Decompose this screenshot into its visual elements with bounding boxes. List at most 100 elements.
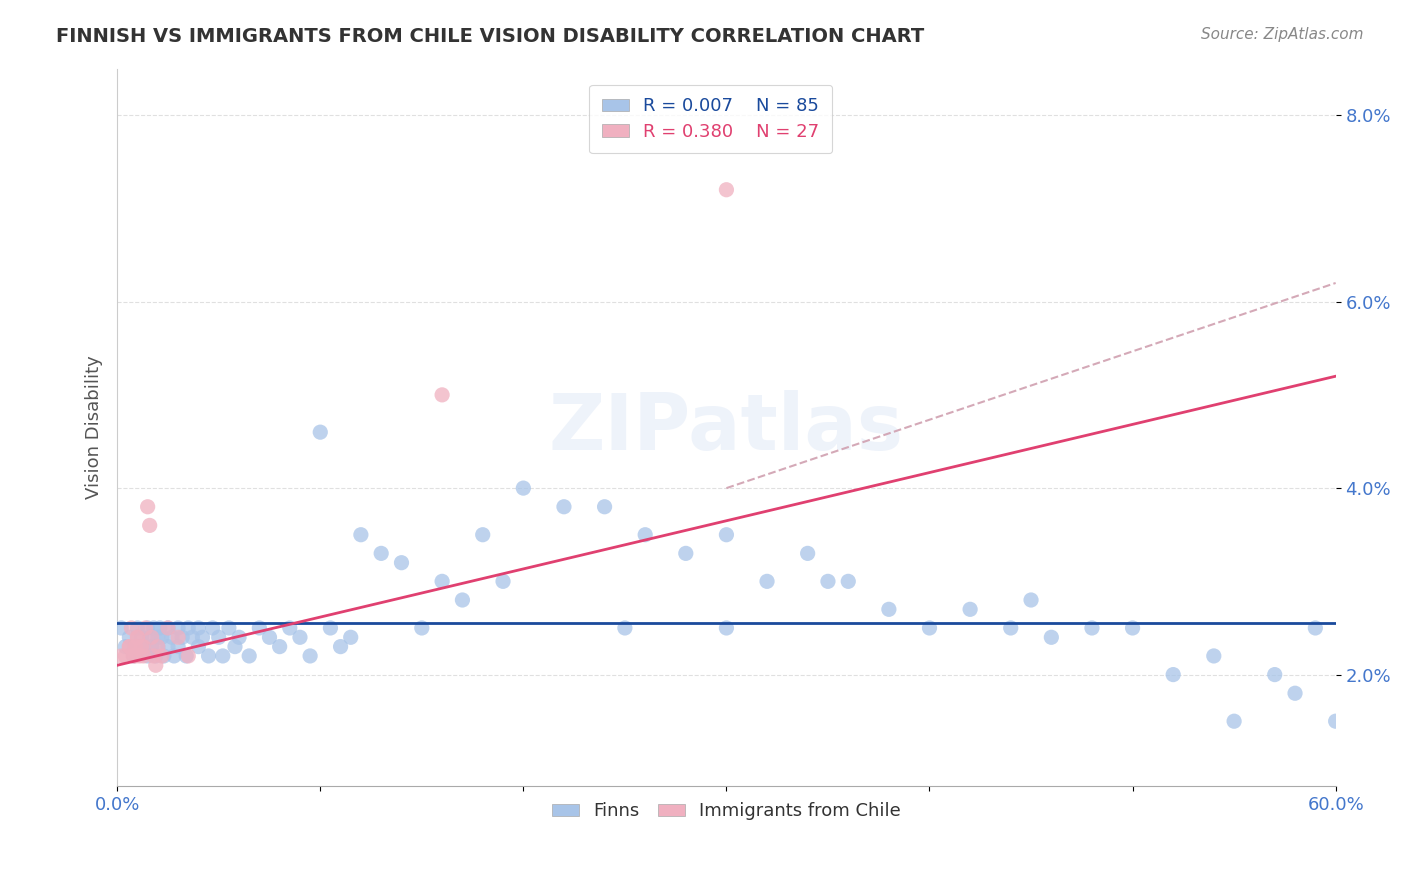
Text: FINNISH VS IMMIGRANTS FROM CHILE VISION DISABILITY CORRELATION CHART: FINNISH VS IMMIGRANTS FROM CHILE VISION …: [56, 27, 925, 45]
Point: [153, 648, 176, 663]
Point: [118, 630, 141, 644]
Point: [149, 621, 172, 635]
Point: [492, 574, 515, 589]
Point: [288, 630, 311, 644]
Point: [110, 648, 132, 663]
Point: [1202, 648, 1225, 663]
Point: [1122, 621, 1144, 635]
Point: [634, 527, 657, 541]
Point: [156, 621, 179, 635]
Point: [224, 640, 246, 654]
Point: [181, 630, 204, 644]
Point: [339, 630, 361, 644]
Point: [201, 621, 224, 635]
Point: [877, 602, 900, 616]
Point: [146, 640, 169, 654]
Point: [145, 648, 167, 663]
Point: [411, 621, 433, 635]
Point: [1081, 621, 1104, 635]
Point: [122, 648, 145, 663]
Point: [512, 481, 534, 495]
Point: [553, 500, 575, 514]
Point: [299, 648, 322, 663]
Point: [756, 574, 779, 589]
Point: [1223, 714, 1246, 729]
Point: [146, 640, 169, 654]
Point: [430, 574, 453, 589]
Point: [177, 621, 200, 635]
Point: [471, 527, 494, 541]
Point: [959, 602, 981, 616]
Point: [247, 621, 270, 635]
Point: [269, 640, 291, 654]
Point: [172, 630, 194, 644]
Point: [918, 621, 941, 635]
Point: [150, 630, 173, 644]
Point: [451, 593, 474, 607]
Point: [124, 640, 146, 654]
Point: [146, 630, 169, 644]
Point: [208, 630, 231, 644]
Point: [120, 621, 142, 635]
Point: [141, 630, 163, 644]
Point: [1161, 667, 1184, 681]
Point: [716, 183, 738, 197]
Point: [127, 621, 149, 635]
Point: [142, 648, 165, 663]
Point: [1000, 621, 1022, 635]
Point: [187, 621, 209, 635]
Point: [1324, 714, 1347, 729]
Point: [131, 630, 153, 644]
Point: [350, 527, 373, 541]
Point: [156, 640, 179, 654]
Point: [593, 500, 616, 514]
Point: [124, 648, 146, 663]
Point: [1264, 667, 1286, 681]
Point: [114, 648, 136, 663]
Point: [136, 621, 159, 635]
Point: [131, 640, 153, 654]
Point: [319, 621, 342, 635]
Point: [329, 640, 352, 654]
Point: [156, 621, 179, 635]
Point: [238, 648, 260, 663]
Point: [122, 648, 145, 663]
Point: [118, 640, 141, 654]
Point: [138, 518, 160, 533]
Point: [150, 648, 173, 663]
Point: [132, 640, 155, 654]
Point: [1305, 621, 1327, 635]
Point: [167, 621, 190, 635]
Point: [716, 527, 738, 541]
Point: [138, 630, 160, 644]
Point: [716, 621, 738, 635]
Point: [128, 648, 150, 663]
Point: [197, 648, 219, 663]
Point: [278, 621, 301, 635]
Point: [177, 648, 200, 663]
Legend: Finns, Immigrants from Chile: Finns, Immigrants from Chile: [537, 788, 915, 835]
Point: [430, 388, 453, 402]
Point: [1284, 686, 1306, 700]
Point: [211, 648, 233, 663]
Point: [127, 640, 149, 654]
Point: [1019, 593, 1042, 607]
Point: [259, 630, 281, 644]
Point: [613, 621, 636, 635]
Point: [167, 630, 190, 644]
Point: [191, 630, 214, 644]
Point: [132, 648, 155, 663]
Point: [796, 546, 818, 560]
Point: [160, 630, 183, 644]
Point: [142, 621, 165, 635]
Point: [127, 630, 149, 644]
Point: [391, 556, 413, 570]
Point: [135, 621, 157, 635]
Point: [118, 640, 141, 654]
Point: [132, 640, 155, 654]
Point: [187, 640, 209, 654]
Point: [837, 574, 859, 589]
Point: [675, 546, 697, 560]
Point: [141, 640, 163, 654]
Point: [167, 640, 190, 654]
